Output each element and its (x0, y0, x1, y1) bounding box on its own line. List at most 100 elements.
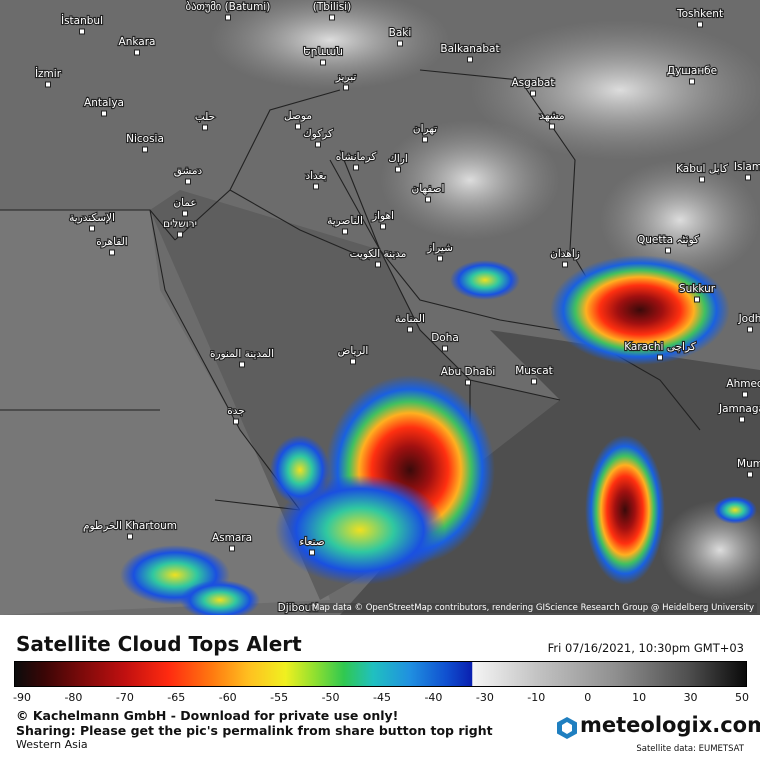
city-label: عمان (173, 197, 196, 209)
storm-cell (450, 260, 520, 300)
city-marker (233, 418, 239, 425)
city-labels: ბათუმი (Batumi) (Tbilisi) İstanbul Ankara Եր… (34, 0, 760, 615)
city-marker (229, 545, 235, 552)
city-label: كرمانشاه (336, 151, 377, 163)
city-label: Jodh (738, 313, 760, 325)
storm-cell (270, 435, 330, 505)
city-label: ბათუმი (Batumi) (186, 1, 271, 13)
copyright: © Kachelmann GmbH - Download for private… (16, 708, 399, 723)
scale-tick-label: -60 (218, 691, 237, 704)
city-label: اهواز (371, 210, 394, 222)
city-marker (109, 249, 115, 256)
city-marker (225, 14, 231, 21)
cloud (600, 160, 760, 280)
city-label: Doha (431, 332, 459, 344)
city-marker (202, 124, 208, 131)
map-attribution: Map data © OpenStreetMap contributors, r… (309, 603, 757, 613)
city-marker (397, 40, 403, 47)
city-marker (380, 223, 386, 230)
storm-cell (713, 496, 757, 524)
cloud (380, 120, 560, 240)
city-label: الإسكندرية (69, 212, 115, 224)
city-marker (747, 326, 753, 333)
scale-tick-label: -65 (167, 691, 186, 704)
city-marker (101, 110, 107, 117)
city-marker (239, 361, 245, 368)
city-label: Երևան (303, 46, 343, 58)
city-label: اراك (388, 153, 408, 165)
city-label: مدينة الكويت (350, 248, 407, 260)
city-marker (79, 28, 85, 35)
city-marker (742, 391, 748, 398)
city-marker (89, 225, 95, 232)
city-label: Toshkent (676, 8, 723, 20)
city-label: Karachi کراچی (624, 341, 696, 353)
city-label: شيراز (426, 242, 453, 254)
city-marker (329, 14, 335, 21)
cloud (660, 500, 760, 600)
scale-tick-label: -45 (373, 691, 391, 704)
city-label: المدينة المنورة (210, 348, 274, 360)
city-marker (342, 228, 348, 235)
city-label: Muscat (515, 365, 553, 377)
city-marker (530, 90, 536, 97)
city-marker (185, 178, 191, 185)
logo: meteologix.com (580, 713, 760, 737)
city-marker (127, 533, 133, 540)
logo-icon (557, 717, 577, 739)
city-label: Kabul كابل (676, 163, 728, 175)
city-marker (689, 78, 695, 85)
region: Western Asia (16, 738, 88, 751)
scale-tick-label: 0 (584, 691, 592, 704)
city-marker (350, 358, 356, 365)
city-marker (177, 231, 183, 238)
city-marker (142, 146, 148, 153)
city-marker (343, 84, 349, 91)
scale-tick-label: -70 (115, 691, 134, 704)
city-marker (313, 183, 319, 190)
city-label: صنعاء (299, 536, 324, 548)
city-label: Душанбе (667, 65, 717, 77)
cloud (470, 20, 760, 160)
storm-cell (550, 255, 730, 365)
storm-cell (275, 475, 445, 585)
city-label: اصفهان (412, 183, 445, 195)
city-marker (320, 59, 326, 66)
city-label: المنامة (395, 313, 425, 325)
city-label: Mum (737, 458, 760, 470)
city-label: Nicosia (126, 133, 164, 145)
data-source: Satellite data: EUMETSAT (636, 744, 744, 754)
scale-tick-label: -90 (13, 691, 31, 704)
city-label: حلب (195, 111, 215, 123)
city-marker (422, 136, 428, 143)
city-label: Jamnaga (718, 403, 760, 415)
city-label: Antalya (84, 97, 124, 109)
city-marker (295, 123, 301, 130)
city-label: الناصرية (327, 215, 363, 227)
city-label: Ankara (119, 36, 156, 48)
satellite-map: ბათუმი (Batumi) (Tbilisi) İstanbul Ankara Եր… (0, 0, 760, 615)
city-marker (562, 261, 568, 268)
city-marker (747, 471, 753, 478)
city-marker (694, 296, 700, 303)
city-marker (309, 549, 315, 556)
city-marker (739, 416, 745, 423)
city-marker (467, 56, 473, 63)
city-label: Balkanabat (440, 43, 499, 55)
city-marker (549, 123, 555, 130)
city-label: القاهرة (96, 236, 127, 248)
city-label: Sukkur (679, 283, 716, 295)
scale-tick-label: 50 (735, 691, 749, 704)
city-label: Baki (389, 27, 412, 39)
scale-tick-label: -40 (424, 691, 443, 704)
city-label: زاهدان (550, 248, 580, 260)
city-label: جدة (227, 405, 245, 417)
city-label: Djibouti (278, 602, 319, 614)
scale-tick-label: 10 (632, 691, 647, 704)
title: Satellite Cloud Tops Alert (16, 632, 302, 656)
city-marker (182, 210, 188, 217)
city-marker (407, 326, 413, 333)
city-marker (315, 141, 321, 148)
city-label: بغداد (305, 170, 326, 182)
